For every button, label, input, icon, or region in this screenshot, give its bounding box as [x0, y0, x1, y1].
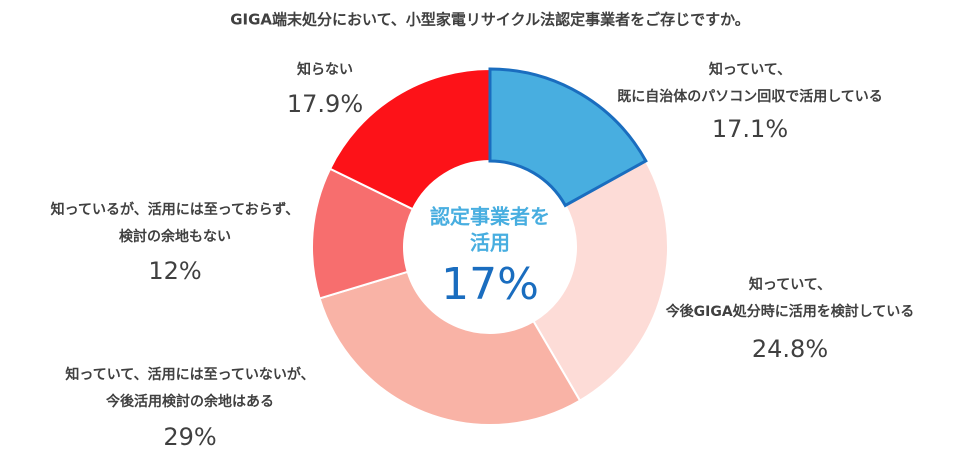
category-label: 検討の余地もない: [119, 228, 231, 245]
category-label: 今後活用検討の余地はある: [105, 393, 274, 410]
chart-title: GIGA端末処分において、小型家電リサイクル法認定事業者をご存じですか。: [230, 11, 750, 29]
category-label: 今後GIGA処分時に活用を検討している: [665, 303, 915, 320]
value-label: 17.1%: [712, 115, 788, 143]
center-value: 17%: [441, 259, 539, 310]
value-label: 12%: [148, 257, 201, 285]
center-text: 活用: [470, 231, 510, 255]
donut-segment: [488, 67, 648, 208]
value-label: 24.8%: [752, 335, 828, 363]
donut-segment: [318, 270, 582, 426]
value-label: 17.9%: [287, 90, 363, 118]
category-label: 知っていて、: [709, 61, 791, 78]
donut-segment: [532, 159, 669, 402]
category-label: 知っているが、活用には至っておらず、: [51, 201, 300, 218]
category-label: 知っていて、: [749, 276, 831, 293]
category-label: 既に自治体のパソコン回収で活用している: [617, 88, 883, 105]
center-text: 認定事業者を: [430, 205, 550, 229]
category-label: 知らない: [297, 61, 353, 78]
category-label: 知っていて、活用には至っていないが、: [65, 366, 314, 383]
donut-segment: [328, 67, 491, 211]
value-label: 29%: [163, 423, 216, 451]
